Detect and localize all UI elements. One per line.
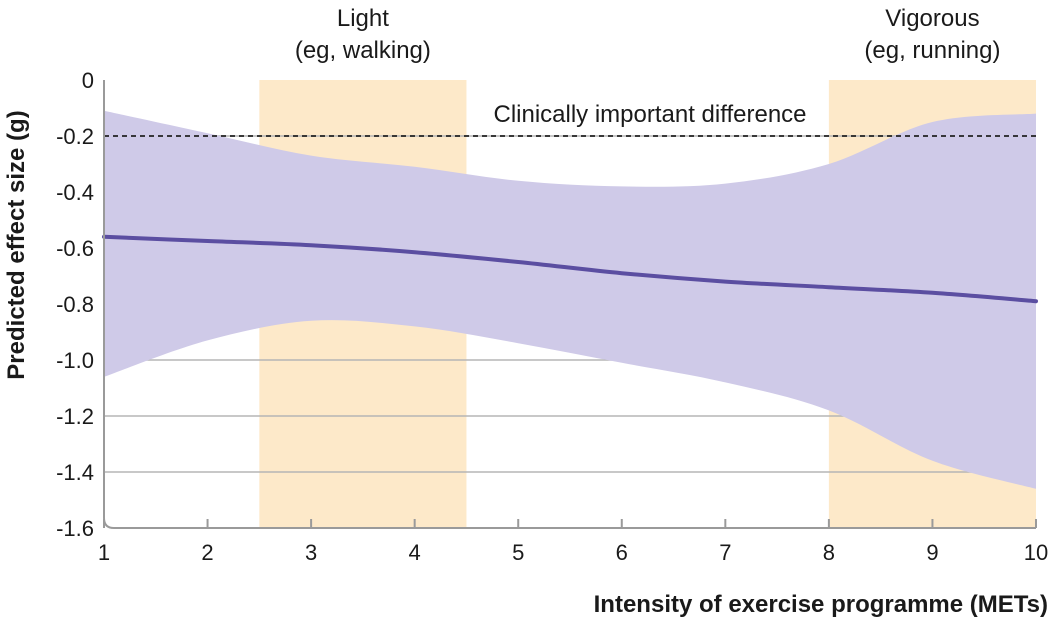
x-tick-label: 3 — [305, 540, 317, 565]
x-tick-label: 7 — [719, 540, 731, 565]
x-axis-ticks: 1 2 3 4 5 6 7 8 9 10 — [98, 519, 1048, 565]
y-tick-label: -1.0 — [56, 348, 94, 373]
band-label-vigorous: Vigorous — [885, 5, 979, 32]
band-labels: Light (eg, walking) Vigorous (eg, running) — [295, 5, 1001, 64]
confidence-interval-area — [104, 110, 1036, 489]
y-tick-label: -1.2 — [56, 404, 94, 429]
y-tick-label: -0.2 — [56, 124, 94, 149]
y-axis-ticks: 0 -0.2 -0.4 -0.6 -0.8 -1.0 -1.2 -1.4 -1.6 — [56, 68, 94, 541]
y-tick-label: 0 — [82, 68, 94, 93]
y-tick-label: -0.8 — [56, 292, 94, 317]
x-tick-label: 5 — [512, 540, 524, 565]
y-tick-label: -0.6 — [56, 236, 94, 261]
x-tick-label: 10 — [1024, 540, 1048, 565]
series-line-predicted-effect — [102, 234, 1038, 304]
reference-line-label: Clinically important difference — [493, 101, 806, 128]
y-tick-label: -0.4 — [56, 180, 94, 205]
x-tick-label: 4 — [409, 540, 421, 565]
x-tick-label: 1 — [98, 540, 110, 565]
band-sublabel-light: (eg, walking) — [295, 37, 431, 64]
x-tick-label: 6 — [616, 540, 628, 565]
x-axis-title: Intensity of exercise programme (METs) — [594, 591, 1048, 618]
band-label-light: Light — [337, 5, 389, 32]
x-tick-label: 2 — [201, 540, 213, 565]
axis-frame — [103, 80, 1036, 529]
y-tick-label: -1.6 — [56, 516, 94, 541]
x-tick-label: 9 — [926, 540, 938, 565]
series-line-group — [102, 234, 1038, 304]
band-sublabel-vigorous: (eg, running) — [864, 37, 1000, 64]
y-tick-label: -1.4 — [56, 460, 94, 485]
confidence-band — [104, 110, 1036, 489]
y-axis-title: Predicted effect size (g) — [3, 110, 30, 379]
x-tick-label: 8 — [823, 540, 835, 565]
plot-frame — [103, 80, 1036, 529]
